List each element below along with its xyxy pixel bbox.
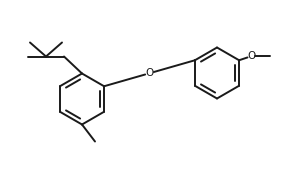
Text: O: O xyxy=(247,51,255,61)
Text: O: O xyxy=(146,68,154,78)
